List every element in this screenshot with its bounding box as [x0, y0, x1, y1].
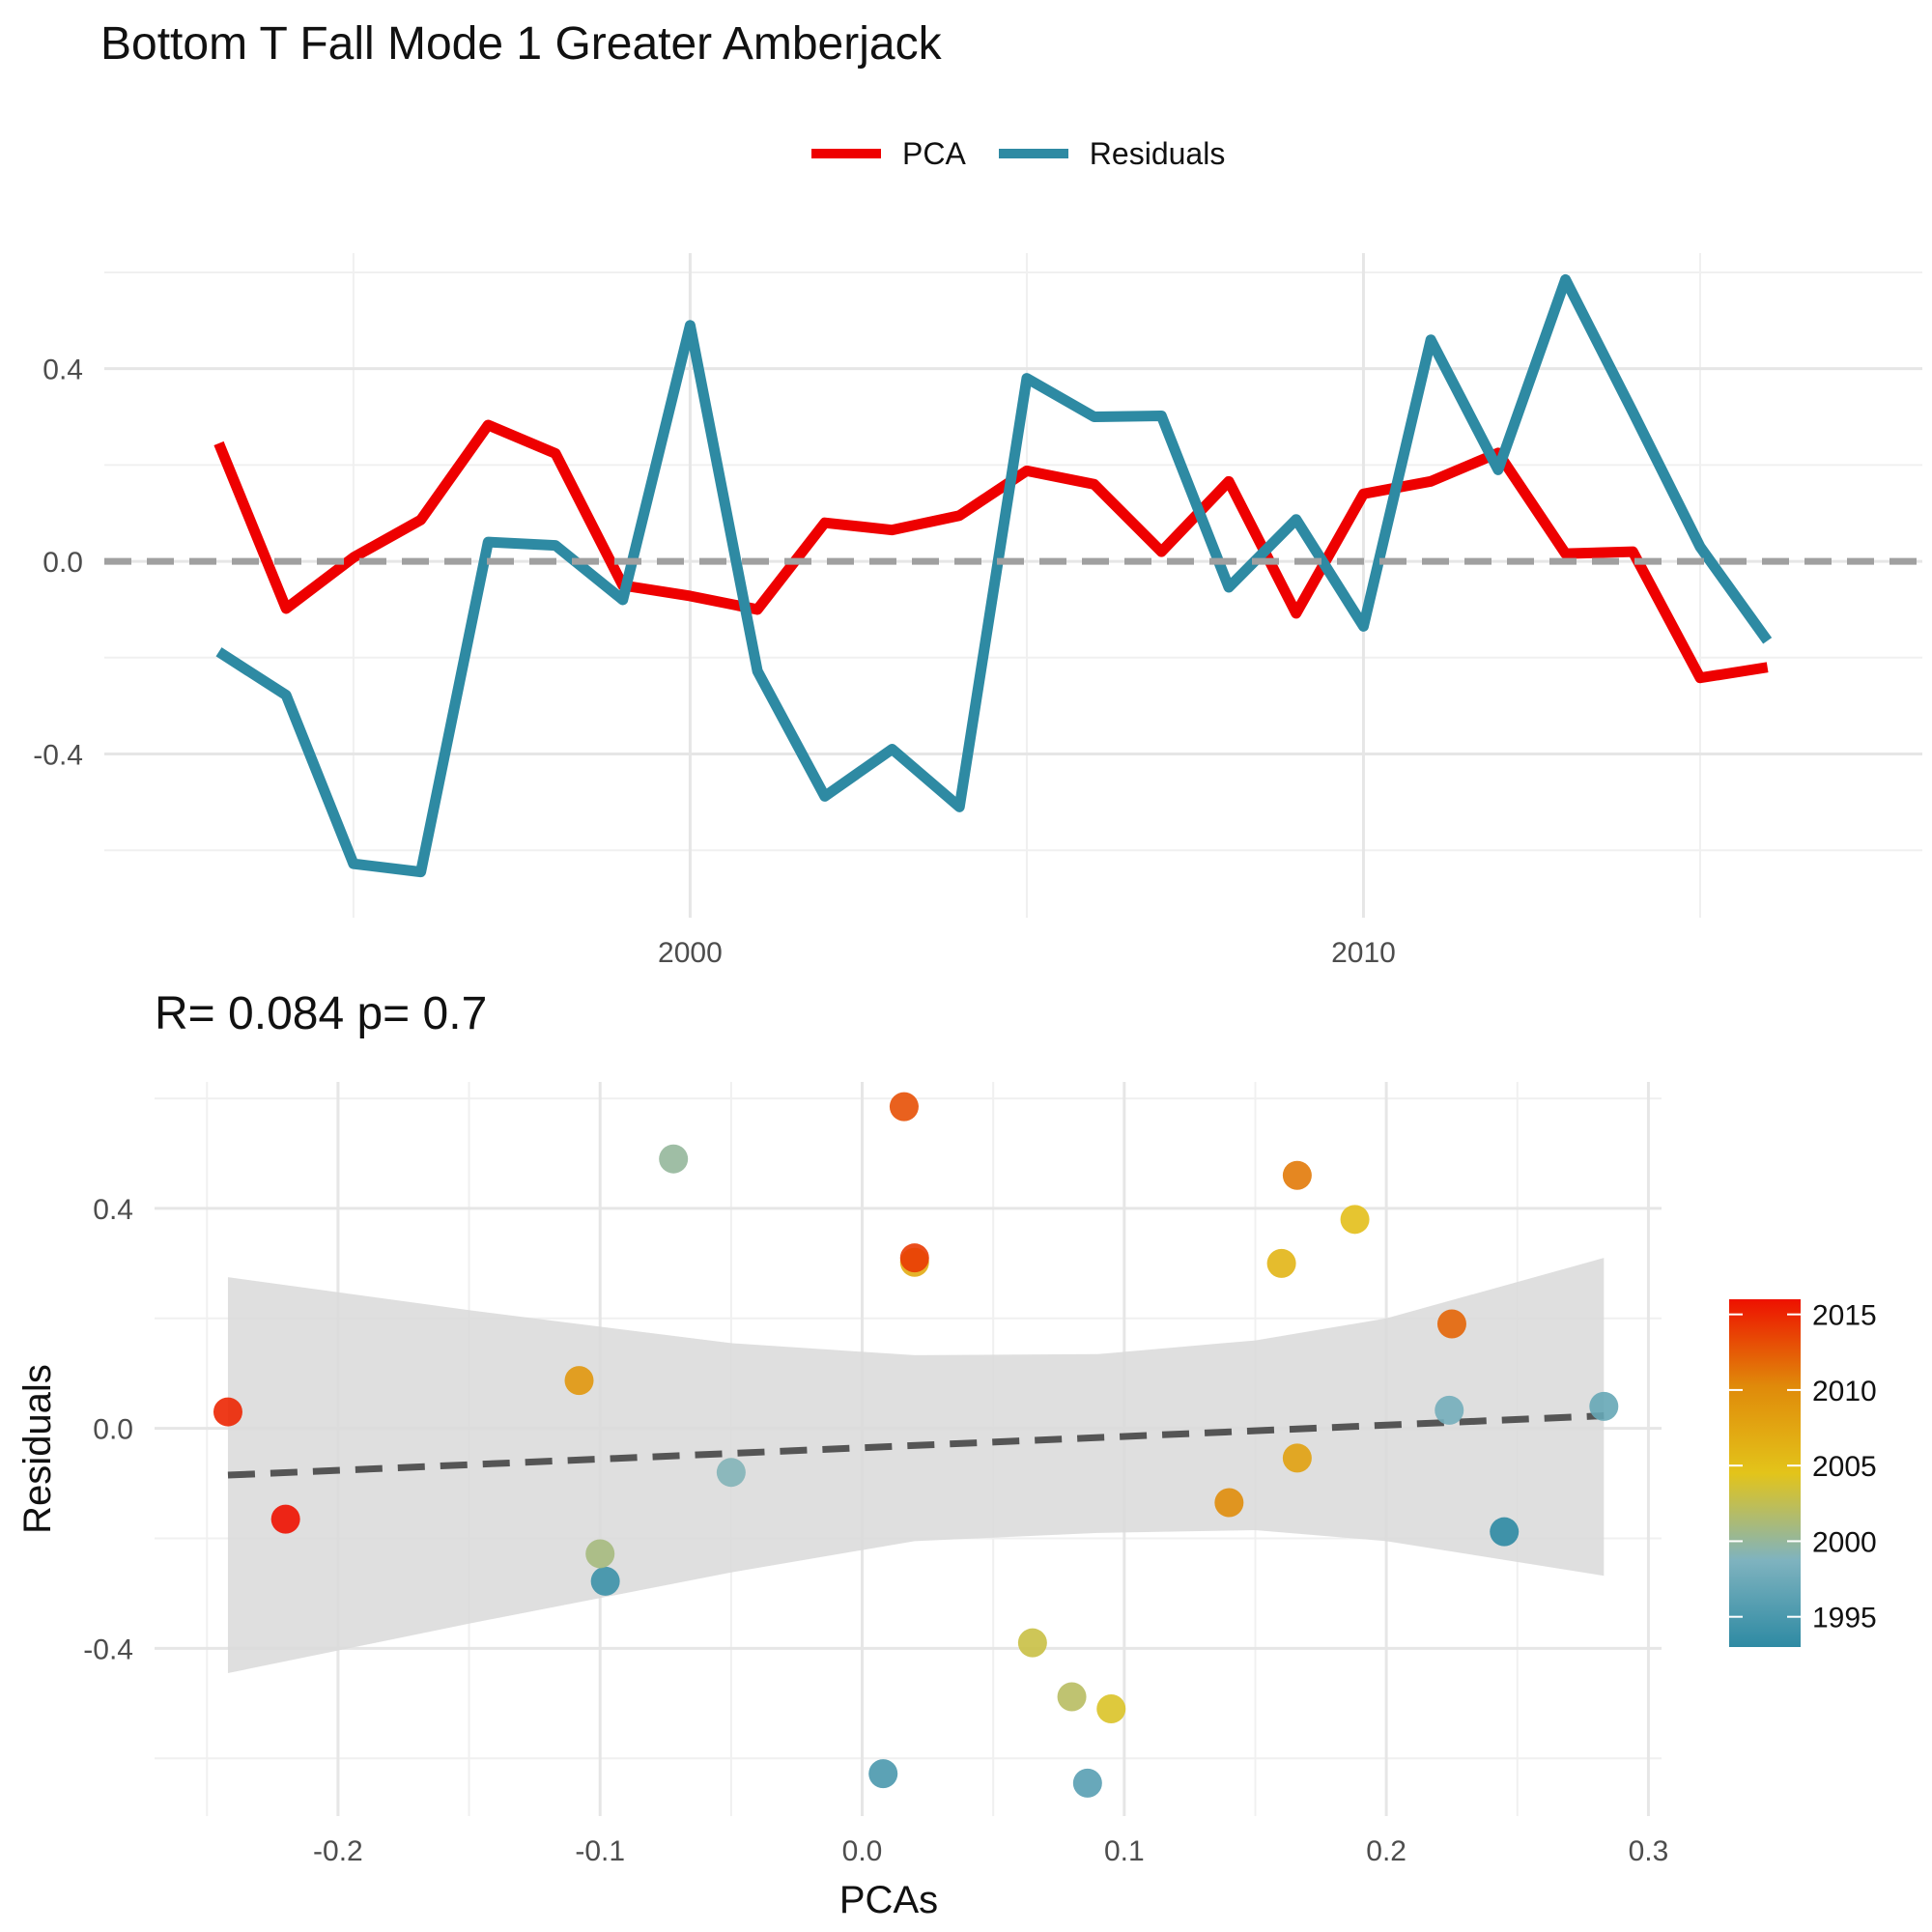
- scatter-point-2015: [213, 1397, 242, 1427]
- y-tick-label: 0.4: [93, 1194, 133, 1226]
- legend-label-pca: PCA: [902, 135, 966, 171]
- y-tick-label: -0.4: [33, 739, 83, 771]
- scatter-point-2012: [1436, 1309, 1466, 1339]
- x-tick-label: 0.3: [1629, 1835, 1669, 1867]
- regression-fit-line: [227, 1412, 1605, 1479]
- colorbar: [1729, 1299, 1801, 1647]
- scatter-point-2009: [564, 1366, 594, 1396]
- scatter-point-1995: [868, 1759, 898, 1789]
- scatter-point-1993: [1490, 1517, 1520, 1547]
- y-axis-title: Residuals: [16, 1364, 59, 1534]
- x-tick-label: 0.0: [842, 1835, 883, 1867]
- colorbar-tick-label: 1995: [1812, 1603, 1877, 1634]
- scatter-point-2003: [1017, 1628, 1047, 1658]
- time-series-chart: 2000 2010 -0.4 0.0 0.4: [33, 253, 1922, 966]
- x-tick-label: 0.2: [1366, 1835, 1406, 1867]
- legend-item-residuals: Residuals: [998, 135, 1226, 172]
- scatter-point-2006: [1266, 1248, 1296, 1278]
- scatter-point-2013: [889, 1092, 919, 1122]
- correlation-subtitle: R= 0.084 p= 0.7: [155, 988, 488, 1039]
- series-line-pca: [213, 419, 1769, 684]
- x-tick-label: -0.2: [313, 1835, 363, 1867]
- scatter-point-2000: [659, 1144, 689, 1174]
- x-tick-label: -0.1: [575, 1835, 625, 1867]
- scatter-point-2008: [1282, 1443, 1312, 1473]
- confidence-band: [227, 1258, 1605, 1673]
- scatter-point-1997: [1589, 1391, 1619, 1421]
- y-tick-label: 0.0: [93, 1414, 133, 1446]
- scatter-point-2001: [585, 1539, 615, 1569]
- legend-key-residuals: [998, 149, 1068, 158]
- scatter-point-2004: [1096, 1693, 1126, 1723]
- y-tick-label: -0.4: [83, 1634, 133, 1665]
- x-tick-label: 2010: [1331, 937, 1396, 966]
- legend-item-pca: PCA: [811, 136, 966, 172]
- scatter-chart: -0.2 -0.1 0.0 0.1 0.2 0.3 -0.4 0.0 0.4 PCAs Residu…: [16, 1082, 1877, 1921]
- y-tick-label: 0.4: [43, 355, 83, 386]
- legend-key-pca: [811, 149, 881, 158]
- scatter-point-2014: [899, 1243, 929, 1273]
- scatter-point-1996: [1072, 1768, 1102, 1798]
- legend: PCA Residuals: [811, 129, 1258, 178]
- scatter-point-2002: [1057, 1682, 1087, 1712]
- x-axis-title: PCAs: [839, 1879, 938, 1921]
- colorbar-tick-label: 2015: [1812, 1300, 1877, 1332]
- colorbar-tick-label: 2005: [1812, 1451, 1877, 1483]
- scatter-point-2010: [1214, 1488, 1244, 1518]
- x-tick-label: 2000: [658, 937, 723, 966]
- series-line-residuals: [215, 273, 1773, 878]
- chart-title: Bottom T Fall Mode 1 Greater Amberjack: [100, 18, 942, 70]
- scatter-point-1998: [1435, 1395, 1464, 1425]
- y-tick-label: 0.0: [43, 547, 83, 579]
- x-tick-label: 0.1: [1104, 1835, 1145, 1867]
- scatter-point-2011: [1282, 1160, 1312, 1190]
- scatter-point-1999: [716, 1458, 746, 1488]
- colorbar-tick-label: 2000: [1812, 1526, 1877, 1558]
- scatter-point-2016: [270, 1504, 300, 1534]
- colorbar-tick-label: 2010: [1812, 1376, 1877, 1407]
- scatter-point-1994: [590, 1566, 620, 1596]
- legend-label-residuals: Residuals: [1089, 135, 1226, 171]
- scatter-point-2005: [1340, 1205, 1370, 1235]
